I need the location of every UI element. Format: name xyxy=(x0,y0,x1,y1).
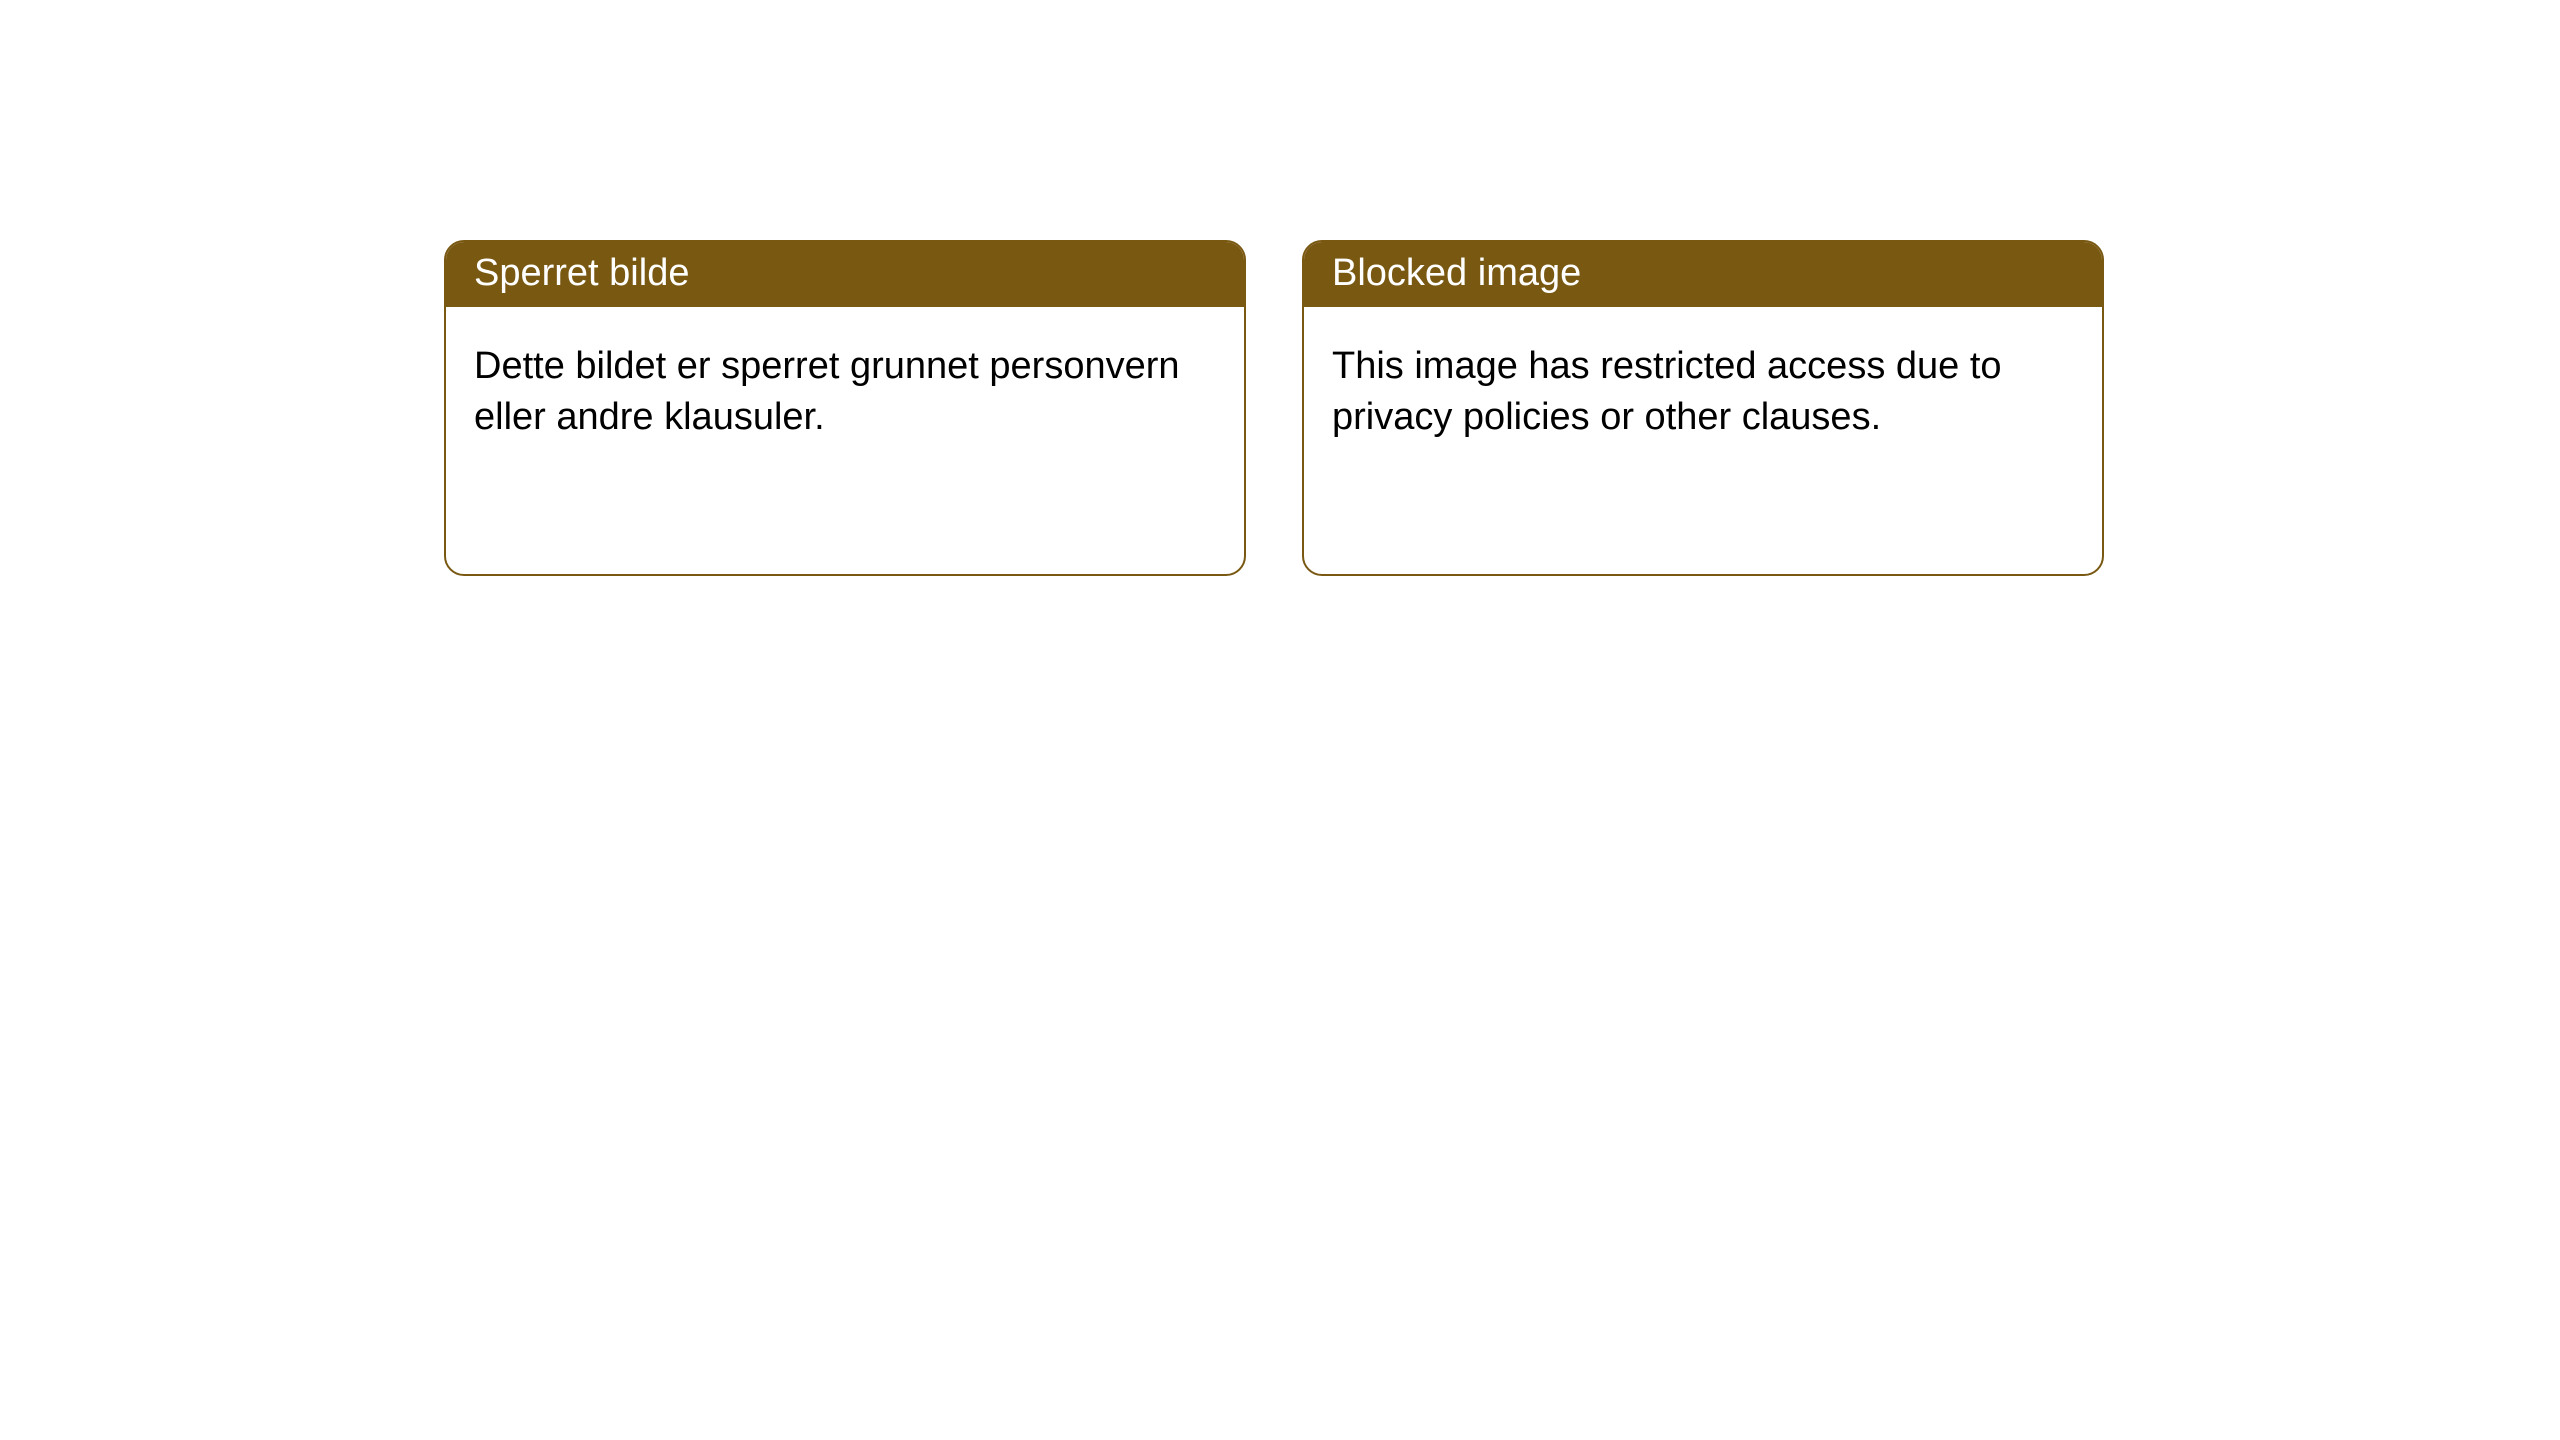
card-body: This image has restricted access due to … xyxy=(1304,307,2102,478)
notice-container: Sperret bilde Dette bildet er sperret gr… xyxy=(0,0,2560,576)
notice-card-norwegian: Sperret bilde Dette bildet er sperret gr… xyxy=(444,240,1246,576)
card-message: This image has restricted access due to … xyxy=(1332,345,2002,438)
card-header: Sperret bilde xyxy=(446,242,1244,307)
card-body: Dette bildet er sperret grunnet personve… xyxy=(446,307,1244,478)
card-title: Sperret bilde xyxy=(474,252,689,294)
card-title: Blocked image xyxy=(1332,252,1581,294)
card-message: Dette bildet er sperret grunnet personve… xyxy=(474,345,1180,438)
card-header: Blocked image xyxy=(1304,242,2102,307)
notice-card-english: Blocked image This image has restricted … xyxy=(1302,240,2104,576)
